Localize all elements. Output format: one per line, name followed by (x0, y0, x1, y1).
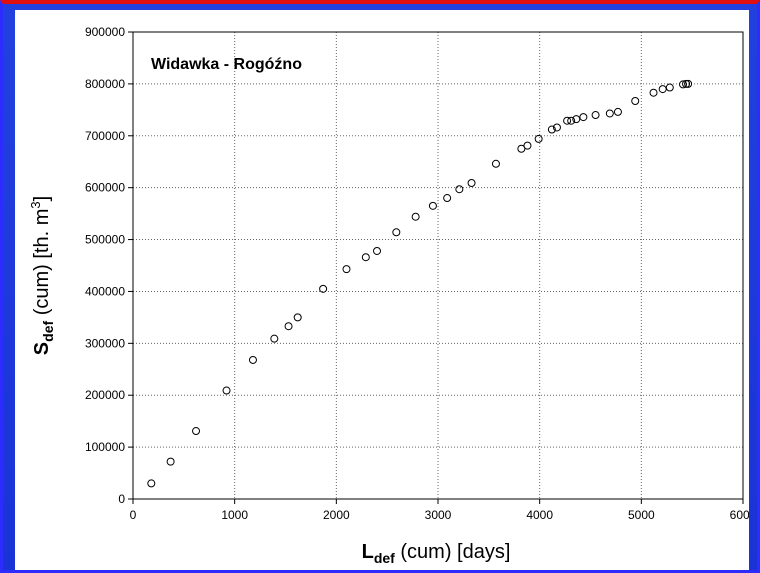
data-point (222, 386, 231, 395)
data-point (591, 111, 600, 120)
chart-title: Widawka - Rogóźno (151, 56, 302, 73)
y-tick-label: 400000 (85, 284, 125, 298)
data-point (572, 115, 581, 124)
data-point (248, 355, 257, 364)
y-tick-label: 300000 (85, 336, 125, 350)
data-point (270, 334, 279, 343)
x-tick-label: 4000 (526, 508, 553, 522)
x-axis-label: Ldef (cum) [days] (362, 541, 511, 566)
data-point (567, 116, 576, 125)
grid-lines (133, 32, 743, 499)
x-tick-label: 2000 (323, 508, 350, 522)
y-tick-label: 200000 (85, 388, 125, 402)
scatter-chart: 0 1000 2000 3000 4000 5000 6000 0 100000 200000 3… (28, 25, 749, 566)
chart-panel: 0 1000 2000 3000 4000 5000 6000 0 100000 200000 3… (15, 10, 749, 570)
x-tick-label: 6000 (730, 508, 749, 522)
data-point (684, 79, 693, 88)
x-axis-ticks: 0 1000 2000 3000 4000 5000 6000 (130, 499, 749, 522)
y-tick-label: 700000 (85, 129, 125, 143)
data-point (147, 479, 156, 488)
x-tick-label: 0 (130, 508, 137, 522)
data-point (523, 141, 532, 150)
data-point (552, 123, 561, 132)
x-tick-label: 5000 (628, 508, 655, 522)
data-point (284, 322, 293, 331)
data-point (547, 125, 556, 134)
data-points (147, 79, 693, 488)
x-tick-label: 3000 (425, 508, 452, 522)
data-point (682, 79, 691, 88)
data-point (342, 265, 351, 274)
y-tick-label: 0 (118, 492, 125, 506)
data-point (392, 228, 401, 237)
y-axis-label-rest: (cum) [th. m (31, 209, 53, 321)
y-tick-label: 100000 (85, 440, 125, 454)
y-axis-label-sup: 3 (28, 201, 43, 208)
data-point (579, 113, 588, 122)
data-point (605, 109, 614, 118)
data-point (293, 313, 302, 322)
data-point (563, 116, 572, 125)
data-point (428, 201, 437, 210)
data-point (166, 457, 175, 466)
data-point (665, 83, 674, 92)
data-point (361, 253, 370, 262)
data-point (631, 97, 640, 106)
y-tick-label: 800000 (85, 77, 125, 91)
data-point (192, 427, 201, 436)
y-axis-label-end: ] (31, 196, 53, 202)
data-point (658, 85, 667, 94)
x-axis-label-rest: (cum) [days] (395, 541, 511, 563)
y-tick-label: 500000 (85, 233, 125, 247)
data-point (443, 194, 452, 203)
data-point (649, 88, 658, 97)
data-point (373, 246, 381, 255)
data-point (491, 159, 500, 168)
y-tick-label: 600000 (85, 181, 125, 195)
data-point (455, 185, 464, 194)
x-tick-label: 1000 (221, 508, 248, 522)
data-point (679, 80, 688, 89)
y-tick-label: 900000 (85, 25, 125, 39)
x-axis-label-sub: def (374, 550, 395, 566)
y-axis-label-main: S (31, 342, 53, 355)
data-point (467, 178, 476, 187)
data-point (319, 284, 328, 293)
data-point (517, 144, 526, 153)
y-axis-label-sub: def (40, 321, 56, 342)
data-point (411, 212, 420, 221)
y-axis-ticks: 0 100000 200000 300000 400000 500000 600000 700… (85, 25, 133, 506)
data-point (613, 107, 622, 116)
x-axis-label-main: L (362, 541, 374, 563)
y-axis-label: Sdef (cum) [th. m3] (28, 196, 56, 355)
data-point (534, 134, 543, 143)
